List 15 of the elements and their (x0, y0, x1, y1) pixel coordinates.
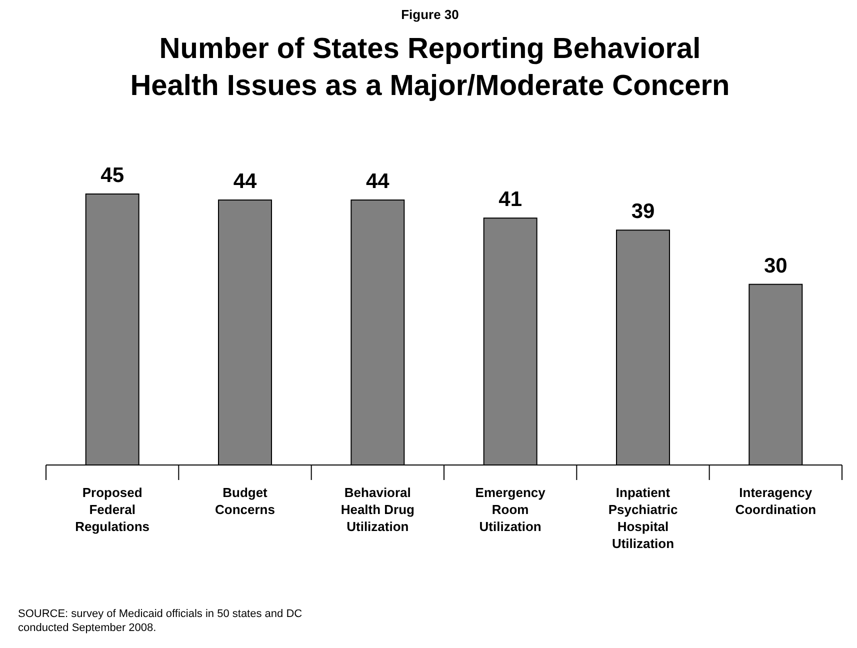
data-label: 44 (233, 170, 257, 194)
x-tick-label: Inpatient Psychiatric Hospital Utilization (608, 485, 678, 551)
x-tick-label: Behavioral Health Drug Utilization (340, 485, 415, 534)
x-tick-label: Proposed Federal Regulations (75, 485, 150, 534)
data-label: 44 (366, 170, 390, 194)
chart-subtitle: Figure 30 (401, 7, 459, 22)
x-tick-label: Interagency Coordination (735, 485, 816, 517)
source-note: SOURCE: survey of Medicaid officials in 50 states and DC conducted September 2008. (18, 608, 302, 634)
chart-title: Number of States Reporting Behavioral Health Issues as a Major/Moderate Concern (130, 33, 730, 102)
x-tick-label: Budget Concerns (215, 485, 275, 517)
data-label: 39 (631, 200, 655, 224)
x-tick-label: Emergency Room Utilization (475, 485, 546, 534)
data-label: 30 (764, 254, 788, 278)
data-label: 41 (498, 188, 522, 212)
data-label: 45 (100, 164, 124, 187)
